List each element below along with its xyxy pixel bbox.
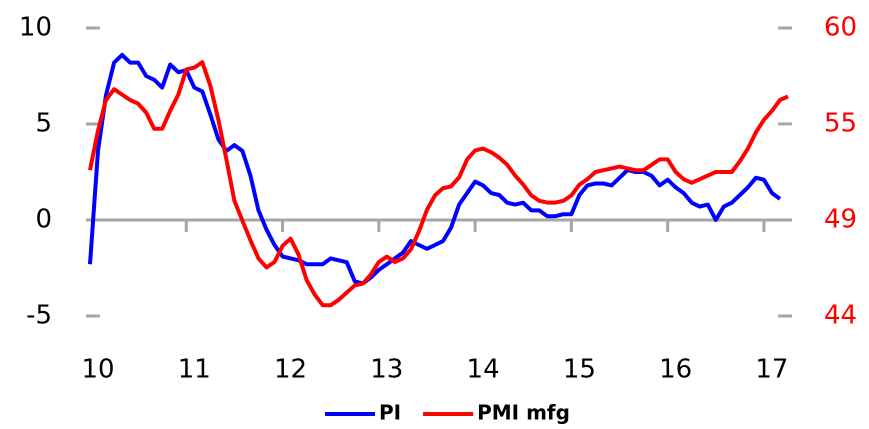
x-tick-label: 12 [274,355,307,385]
x-tick-label: 13 [370,355,403,385]
y-tick-label: 5 [35,109,52,139]
y2-tick-label: 60 [824,13,857,43]
line-series [88,52,782,286]
x-tick-label: 11 [178,355,211,385]
x-tick-label: 17 [755,355,788,385]
x-tick-label: 16 [659,355,692,385]
x-tick-label: 10 [81,355,114,385]
y2-tick-label: 44 [824,301,857,331]
x-tick-label: 15 [563,355,596,385]
y-tick-label: -5 [26,301,52,331]
y2-tick-label: 49 [824,205,857,235]
y2-tick-label: 55 [824,108,857,138]
legend-label: PMI mfg [477,401,570,425]
legend-label: PI [379,401,401,425]
y-tick-label: 10 [19,13,52,43]
y-tick-label: 0 [35,205,52,235]
x-tick-label: 14 [467,355,500,385]
line-series [88,60,789,308]
